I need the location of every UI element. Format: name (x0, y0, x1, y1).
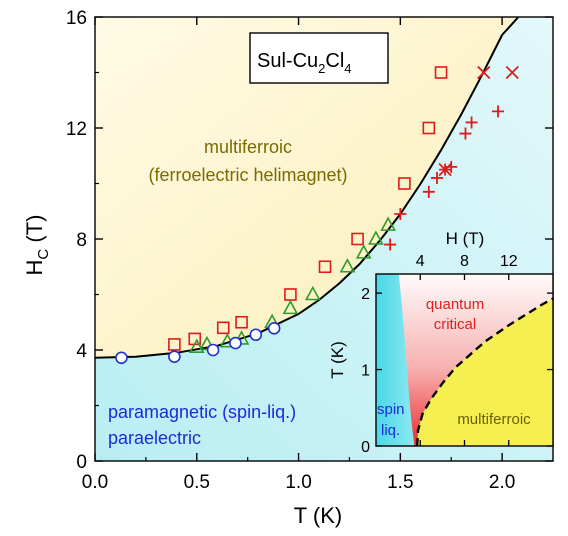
data-point-cross (438, 162, 452, 177)
data-point-circle (267, 322, 281, 335)
inset-critical-label: critical (434, 316, 477, 333)
data-point-plus (465, 116, 478, 129)
multiferroic-region-label: multiferroic (204, 137, 292, 157)
data-point-square (351, 232, 364, 246)
x-tick-label: 0.5 (184, 472, 210, 493)
spin-liquid-region (376, 274, 415, 446)
data-point-cross (477, 65, 491, 80)
data-point-plus (459, 127, 472, 140)
data-point-circle (249, 328, 263, 342)
y-tick-label: 4 (76, 341, 87, 362)
compound-title-box: Sul-Cu2Cl4 (249, 32, 389, 84)
inset-quantum-label: quantum (426, 296, 484, 313)
inset-x-tick-label: 4 (416, 253, 425, 270)
data-point-square (318, 260, 332, 274)
x-axis-label: T (K) (294, 503, 342, 528)
inset-y-tick-label: 1 (361, 363, 370, 380)
paraelectric-region-label: paraelectric (108, 428, 201, 448)
inset-x-tick-label: 8 (460, 253, 469, 270)
y-axis-label: HC (T) (22, 215, 52, 276)
data-point-plus (384, 238, 397, 251)
x-tick-label: 0.0 (82, 472, 108, 493)
x-tick-label: 2.0 (489, 472, 515, 493)
data-point-square (434, 66, 448, 79)
data-point-triangle (304, 285, 321, 301)
data-point-plus (430, 171, 443, 184)
y-tick-label: 16 (66, 8, 87, 29)
data-point-triangle (380, 216, 396, 231)
x-tick-label: 1.5 (387, 472, 413, 493)
y-tick-label: 8 (76, 230, 87, 251)
data-point-square (216, 321, 230, 335)
inset-multiferroic-label: multiferroic (457, 411, 531, 428)
data-point-square (422, 121, 436, 135)
inset-multiferroic-region (417, 298, 553, 446)
inset-x-axis-label: H (T) (446, 229, 485, 248)
inset-liquid-label: liq. (381, 422, 400, 439)
data-point-plus (394, 208, 407, 221)
inset-spin-label: spin (377, 401, 405, 418)
multiferroic-region-sublabel: (ferroelectric helimagnet) (148, 165, 347, 185)
data-point-square (398, 177, 411, 190)
data-point-square (168, 338, 181, 351)
inset-y-tick-label: 2 (361, 286, 370, 303)
multiferroic-region (95, 17, 519, 358)
y-tick-label: 12 (66, 119, 87, 140)
paramagnetic-region-label: paramagnetic (spin-liq.) (108, 402, 296, 422)
data-point-plus (422, 185, 435, 198)
data-point-cross (505, 65, 519, 80)
compound-title: Sul-Cu2Cl4 (257, 50, 352, 76)
data-point-circle (206, 343, 220, 357)
data-point-circle (229, 336, 242, 350)
data-point-triangle (188, 338, 205, 354)
data-point-triangle (282, 299, 299, 315)
y-tick-label: 0 (76, 452, 87, 473)
phase-boundary-curve (95, 17, 520, 359)
x-tick-label: 1.0 (285, 472, 311, 493)
data-point-plus (492, 105, 505, 118)
data-point-triangle (368, 230, 384, 245)
data-markers (115, 65, 519, 365)
data-point-triangle (355, 244, 372, 259)
inset-y-tick-label: 0 (361, 439, 370, 456)
data-point-square (235, 315, 248, 329)
data-point-circle (168, 350, 181, 363)
data-point-triangle (339, 258, 356, 273)
data-point-circle (115, 351, 128, 365)
inset-x-tick-label: 12 (500, 253, 518, 270)
inset-y-axis-label: T (K) (328, 341, 347, 378)
